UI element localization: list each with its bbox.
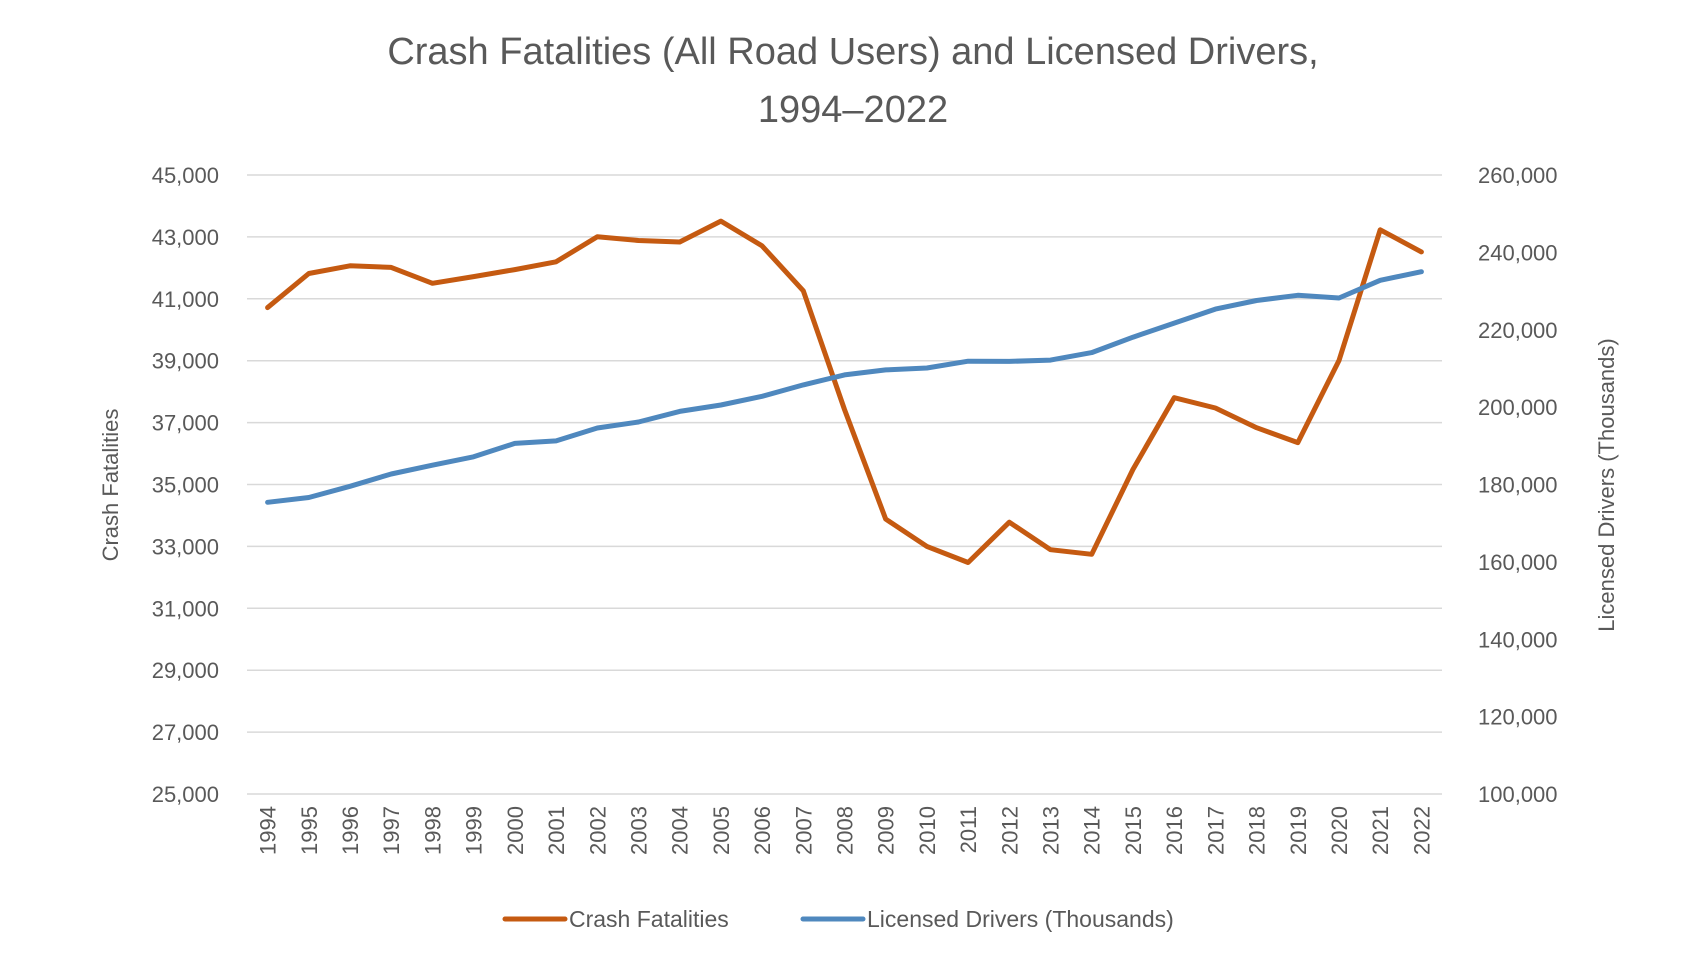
x-tick-label: 2010 [915, 806, 940, 855]
x-tick-label: 2007 [791, 806, 816, 855]
y-tick-label: 45,000 [152, 163, 219, 188]
x-tick-label: 2020 [1327, 806, 1352, 855]
x-tick-label: 2012 [997, 806, 1022, 855]
y2-axis-label: Licensed Drivers (Thousands) [1594, 338, 1619, 631]
x-tick-label: 2015 [1121, 806, 1146, 855]
y2-tick-label: 160,000 [1478, 550, 1558, 575]
y2-tick-label: 220,000 [1478, 318, 1558, 343]
y-tick-label: 41,000 [152, 287, 219, 312]
x-tick-label: 2006 [750, 806, 775, 855]
y2-tick-label: 140,000 [1478, 627, 1558, 652]
x-tick-label: 1998 [420, 806, 445, 855]
x-tick-label: 2000 [503, 806, 528, 855]
x-tick-label: 2018 [1245, 806, 1270, 855]
x-tick-label: 2021 [1368, 806, 1393, 855]
x-tick-label: 1999 [462, 806, 487, 855]
x-tick-label: 1994 [256, 806, 281, 855]
x-tick-label: 2009 [874, 806, 899, 855]
x-tick-label: 2003 [626, 806, 651, 855]
y-axis-label: Crash Fatalities [98, 409, 123, 562]
y2-tick-label: 100,000 [1478, 782, 1558, 807]
x-tick-label: 2019 [1286, 806, 1311, 855]
x-tick-label: 2005 [709, 806, 734, 855]
chart-title-line-2: 1994–2022 [758, 89, 948, 131]
x-tick-label: 2011 [956, 806, 981, 853]
x-tick-label: 2016 [1162, 806, 1187, 855]
y-tick-label: 43,000 [152, 225, 219, 250]
x-tick-label: 2017 [1203, 806, 1228, 855]
licensed-drivers-line [268, 272, 1422, 503]
x-tick-label: 2014 [1080, 806, 1105, 855]
x-tick-label: 1995 [297, 806, 322, 855]
crash-fatalities-line [268, 221, 1422, 562]
y-tick-label: 33,000 [152, 534, 219, 559]
y-tick-label: 31,000 [152, 596, 219, 621]
y2-tick-label: 120,000 [1478, 705, 1558, 730]
y-tick-label: 25,000 [152, 782, 219, 807]
legend: Crash Fatalities Licensed Drivers (Thousa… [505, 906, 1174, 932]
legend-label: Licensed Drivers (Thousands) [867, 906, 1174, 932]
y2-tick-label: 240,000 [1478, 240, 1558, 265]
y-tick-label: 35,000 [152, 473, 219, 498]
y-tick-label: 37,000 [152, 411, 219, 436]
y-tick-label: 27,000 [152, 720, 219, 745]
x-tick-label: 2001 [544, 806, 569, 855]
y2-tick-label: 180,000 [1478, 473, 1558, 498]
x-tick-label: 2002 [585, 806, 610, 855]
chart-title-line-1: Crash Fatalities (All Road Users) and Li… [387, 31, 1318, 73]
y-tick-label: 39,000 [152, 349, 219, 374]
x-tick-label: 2008 [833, 806, 858, 855]
x-tick-label: 2022 [1409, 806, 1434, 855]
legend-label: Crash Fatalities [569, 906, 729, 932]
y2-tick-label: 260,000 [1478, 163, 1558, 188]
y-tick-label: 29,000 [152, 658, 219, 683]
x-tick-label: 1996 [338, 806, 363, 855]
x-tick-label: 1997 [379, 806, 404, 855]
x-tick-label: 2004 [668, 806, 693, 855]
y2-tick-label: 200,000 [1478, 395, 1558, 420]
x-tick-label: 2013 [1039, 806, 1064, 855]
